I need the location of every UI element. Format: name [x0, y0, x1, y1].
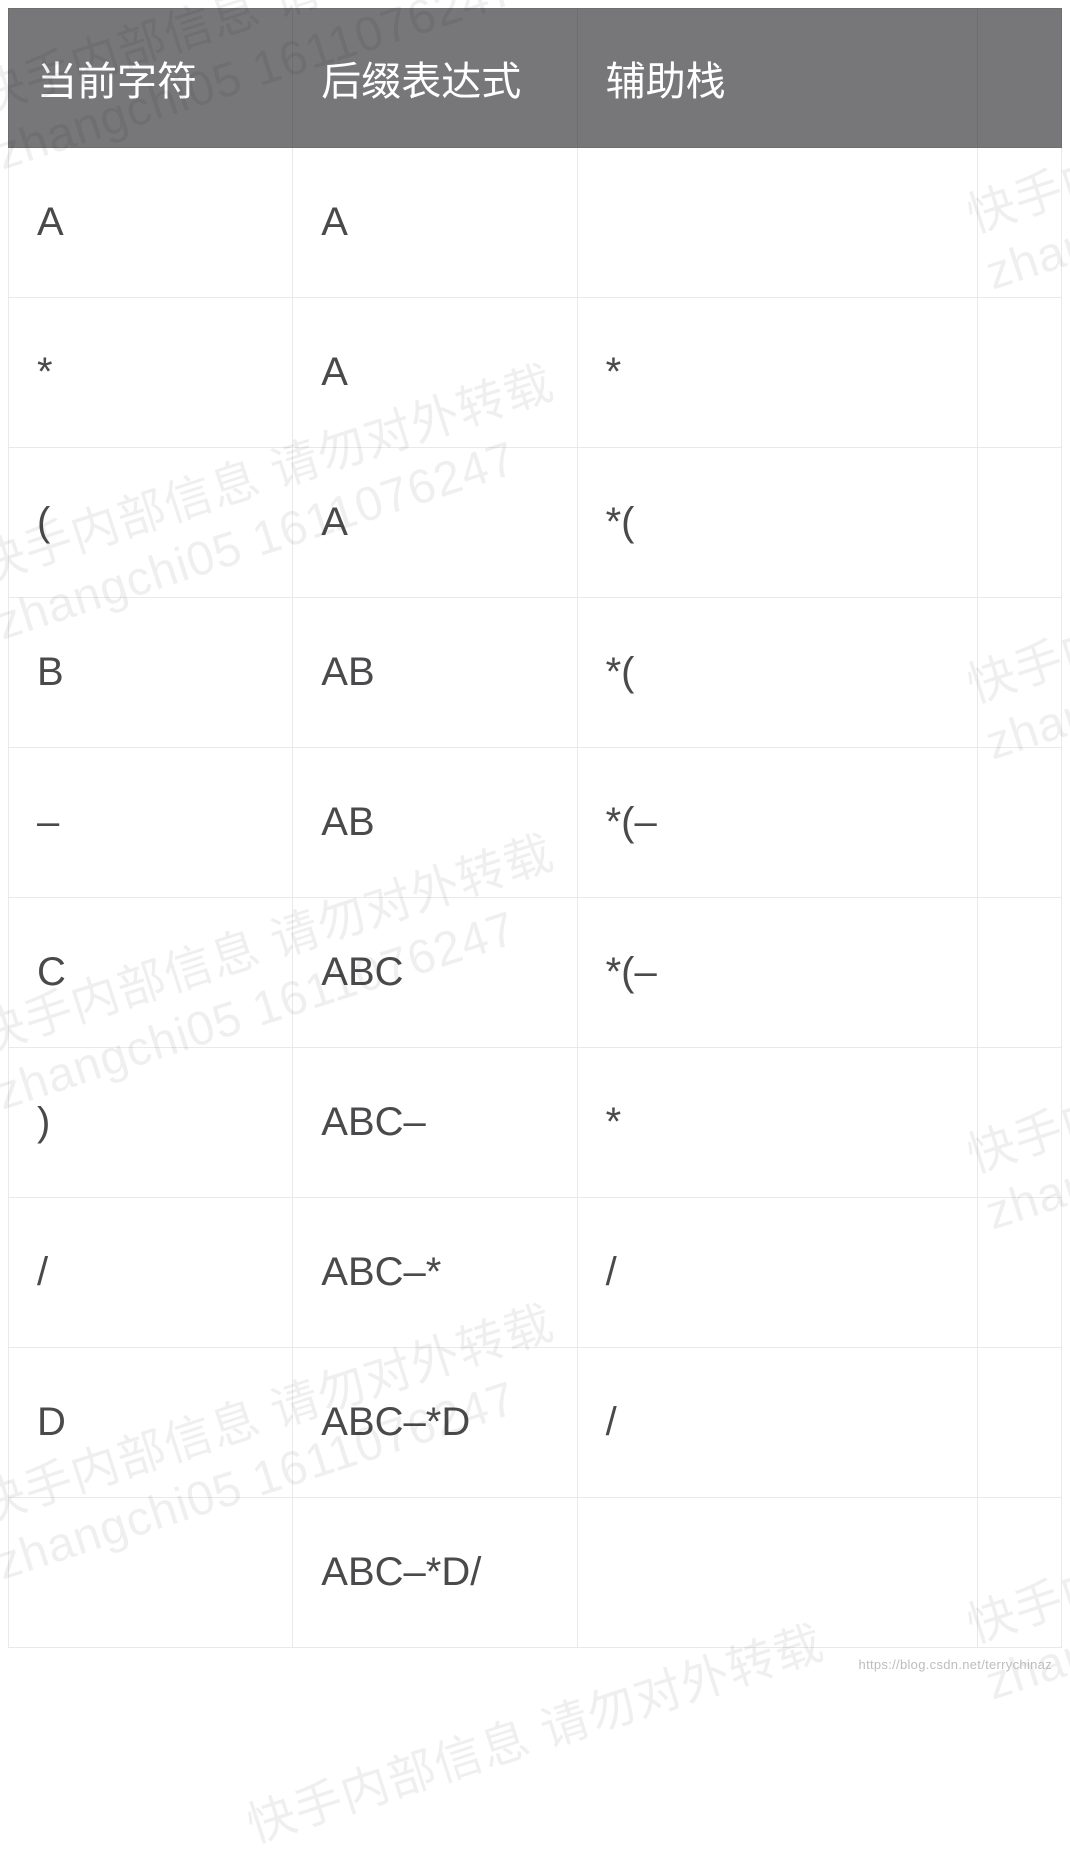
- table-row: ( A *(: [9, 448, 1062, 598]
- cell-postfix: A: [293, 148, 577, 298]
- cell-stack: *(: [577, 448, 977, 598]
- cell-stack: *(–: [577, 748, 977, 898]
- cell-postfix: ABC–: [293, 1048, 577, 1198]
- cell-current-char: [9, 1498, 293, 1648]
- conversion-table: 当前字符 后缀表达式 辅助栈 A A * A * ( A *(: [8, 8, 1062, 1648]
- cell-empty: [977, 148, 1061, 298]
- cell-empty: [977, 748, 1061, 898]
- col-header-current-char: 当前字符: [9, 9, 293, 148]
- cell-postfix: AB: [293, 598, 577, 748]
- cell-empty: [977, 598, 1061, 748]
- cell-stack: *: [577, 1048, 977, 1198]
- col-header-postfix: 后缀表达式: [293, 9, 577, 148]
- cell-current-char: C: [9, 898, 293, 1048]
- cell-empty: [977, 448, 1061, 598]
- watermark: 快手内部信息 请勿对外转载: [240, 1614, 831, 1857]
- table-row: / ABC–* /: [9, 1198, 1062, 1348]
- cell-current-char: B: [9, 598, 293, 748]
- cell-current-char: (: [9, 448, 293, 598]
- col-header-stack: 辅助栈: [577, 9, 977, 148]
- cell-current-char: A: [9, 148, 293, 298]
- cell-empty: [977, 298, 1061, 448]
- table-header-row: 当前字符 后缀表达式 辅助栈: [9, 9, 1062, 148]
- page-root: 当前字符 后缀表达式 辅助栈 A A * A * ( A *(: [0, 0, 1070, 1678]
- cell-postfix: ABC–*D/: [293, 1498, 577, 1648]
- cell-empty: [977, 1048, 1061, 1198]
- cell-stack: *(: [577, 598, 977, 748]
- table-row: B AB *(: [9, 598, 1062, 748]
- table-row: D ABC–*D /: [9, 1348, 1062, 1498]
- cell-postfix: AB: [293, 748, 577, 898]
- cell-postfix: A: [293, 448, 577, 598]
- cell-stack: *: [577, 298, 977, 448]
- cell-current-char: /: [9, 1198, 293, 1348]
- cell-postfix: ABC–*D: [293, 1348, 577, 1498]
- cell-postfix: A: [293, 298, 577, 448]
- table-row: ) ABC– *: [9, 1048, 1062, 1198]
- cell-stack: [577, 1498, 977, 1648]
- cell-postfix: ABC–*: [293, 1198, 577, 1348]
- table-row: ABC–*D/: [9, 1498, 1062, 1648]
- table-body: A A * A * ( A *( B AB *(: [9, 148, 1062, 1648]
- table-row: – AB *(–: [9, 748, 1062, 898]
- cell-empty: [977, 1498, 1061, 1648]
- cell-current-char: ): [9, 1048, 293, 1198]
- col-header-empty: [977, 9, 1061, 148]
- table-row: A A: [9, 148, 1062, 298]
- cell-stack: /: [577, 1198, 977, 1348]
- table-row: * A *: [9, 298, 1062, 448]
- cell-current-char: D: [9, 1348, 293, 1498]
- cell-empty: [977, 898, 1061, 1048]
- cell-postfix: ABC: [293, 898, 577, 1048]
- attribution-text: https://blog.csdn.net/terrychinaz: [859, 1657, 1052, 1672]
- cell-current-char: *: [9, 298, 293, 448]
- watermark-line1: 快手内部信息 请勿对外转载: [241, 1617, 830, 1854]
- cell-stack: /: [577, 1348, 977, 1498]
- cell-empty: [977, 1348, 1061, 1498]
- cell-stack: [577, 148, 977, 298]
- cell-stack: *(–: [577, 898, 977, 1048]
- cell-empty: [977, 1198, 1061, 1348]
- table-row: C ABC *(–: [9, 898, 1062, 1048]
- cell-current-char: –: [9, 748, 293, 898]
